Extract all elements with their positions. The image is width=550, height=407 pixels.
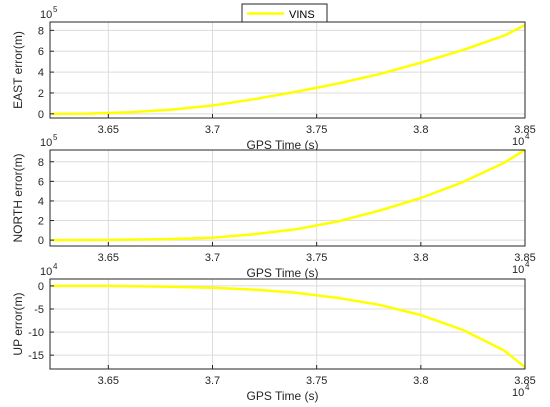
y-tick-label: -5 xyxy=(34,304,44,316)
axes-box xyxy=(49,278,526,370)
x-exponent-base: 10 xyxy=(512,136,524,148)
y-tick-label: 2 xyxy=(38,88,44,100)
y-tick-label: 0 xyxy=(38,281,44,293)
y-exponent-power: 5 xyxy=(53,133,58,142)
y-tick-label: 8 xyxy=(38,157,44,169)
y-tick-label: 6 xyxy=(38,46,44,58)
y-axis-label: NORTH error(m) xyxy=(11,153,25,242)
x-exponent-base: 10 xyxy=(512,387,524,399)
x-axis-label: GPS Time (s) xyxy=(246,138,318,152)
axes-box xyxy=(49,21,526,119)
x-exponent-base: 10 xyxy=(512,264,524,276)
x-axis-label: GPS Time (s) xyxy=(246,389,318,403)
legend: VINS xyxy=(241,3,328,24)
y-tick-label: 0 xyxy=(38,235,44,247)
x-tick-label: 3.8 xyxy=(413,124,428,136)
chart-panel-3: 3.65 3.7 3.75 3.8 3.85 0 -5 -10 -15 GPS Time (s) U… xyxy=(11,262,536,403)
y-exponent-power: 4 xyxy=(53,262,58,271)
chart-panel-1: 3.65 3.7 3.75 3.8 3.85 0 2 4 6 8 GPS Time (s) EAST … xyxy=(11,5,536,152)
series-line-vins xyxy=(52,284,526,369)
x-exponent-power: 4 xyxy=(525,260,530,269)
y-tick-label: 2 xyxy=(38,216,44,228)
y-exponent-base: 10 xyxy=(40,137,52,149)
plot-area xyxy=(50,22,525,118)
x-tick-label: 3.85 xyxy=(514,375,535,387)
x-tick-label: 3.65 xyxy=(98,124,119,136)
y-tick-label: 8 xyxy=(38,25,44,37)
x-tick-label: 3.8 xyxy=(413,252,428,264)
x-tick-label: 3.8 xyxy=(413,375,428,387)
x-tick-label: 3.65 xyxy=(98,375,119,387)
chart-panel-2: 3.65 3.7 3.75 3.8 3.85 0 2 4 6 8 GPS Time (s) NORTH… xyxy=(11,133,536,280)
x-exponent-power: 4 xyxy=(525,132,530,141)
y-tick-label: 4 xyxy=(38,67,44,79)
legend-label-vins: VINS xyxy=(289,9,315,21)
y-tick-label: 6 xyxy=(38,176,44,188)
y-exponent-power: 5 xyxy=(53,5,58,14)
x-tick-label: 3.7 xyxy=(205,252,220,264)
x-tick-label: 3.7 xyxy=(205,375,220,387)
x-tick-label: 3.75 xyxy=(306,375,327,387)
x-tick-label: 3.75 xyxy=(306,252,327,264)
y-tick-label: 4 xyxy=(38,196,44,208)
y-tick-label: -10 xyxy=(28,327,44,339)
x-tick-label: 3.85 xyxy=(514,124,535,136)
y-tick-label: 0 xyxy=(38,109,44,121)
y-axis-label: EAST error(m) xyxy=(11,31,25,109)
x-exponent-power: 4 xyxy=(525,383,530,392)
x-axis-label: GPS Time (s) xyxy=(246,266,318,280)
series-line-vins xyxy=(52,148,526,242)
y-axis-label: UP error(m) xyxy=(11,292,25,355)
x-tick-label: 3.85 xyxy=(514,252,535,264)
y-tick-label: -15 xyxy=(28,350,44,362)
x-tick-label: 3.7 xyxy=(205,124,220,136)
y-exponent-base: 10 xyxy=(40,266,52,278)
x-tick-label: 3.75 xyxy=(306,124,327,136)
x-tick-label: 3.65 xyxy=(98,252,119,264)
series-line-vins xyxy=(52,23,526,116)
axes-box xyxy=(49,149,526,247)
plot-area xyxy=(50,150,525,246)
y-exponent-base: 10 xyxy=(40,9,52,21)
